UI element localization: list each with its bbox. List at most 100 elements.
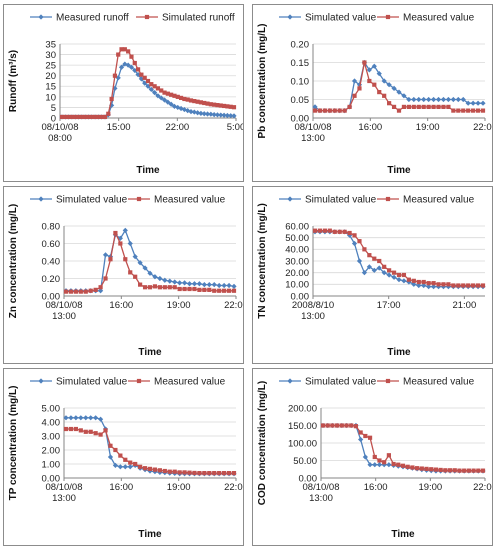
series-line <box>315 62 483 112</box>
y-tick-label: 0.15 <box>291 58 310 69</box>
data-point <box>88 429 93 434</box>
data-point <box>103 428 108 433</box>
data-point <box>351 240 358 247</box>
data-point <box>430 96 437 103</box>
legend-label: Simulated runoff <box>162 13 235 24</box>
data-point <box>152 284 158 289</box>
x-tick-label: 16:00 <box>358 122 382 133</box>
data-point <box>376 71 382 77</box>
data-point <box>391 104 397 109</box>
data-point <box>158 95 164 101</box>
data-point <box>327 228 332 233</box>
data-point <box>152 467 158 472</box>
data-point <box>317 228 323 233</box>
data-point <box>387 101 392 106</box>
data-point <box>456 108 461 113</box>
data-point <box>76 114 81 120</box>
data-point <box>363 433 368 439</box>
data-point <box>117 464 123 470</box>
data-point <box>162 90 167 95</box>
x-axis-label: Time <box>138 347 162 358</box>
data-point <box>317 108 323 113</box>
data-point <box>362 60 367 65</box>
data-point <box>197 471 202 476</box>
data-point <box>429 467 434 472</box>
data-point <box>201 282 207 288</box>
data-point <box>410 465 415 470</box>
y-tick-label: 15 <box>45 82 56 93</box>
data-point <box>411 96 417 103</box>
data-point <box>142 466 148 471</box>
data-point <box>221 282 227 289</box>
data-point <box>128 460 133 465</box>
data-point <box>171 103 178 109</box>
data-point <box>480 108 486 113</box>
data-point <box>218 112 224 118</box>
y-tick-label: 25 <box>45 61 56 72</box>
y-axis-label: TN concentration (mg/L) <box>257 203 268 319</box>
x-tick-label: 17:00 <box>377 300 401 311</box>
data-point <box>133 461 138 467</box>
series-1 <box>63 230 237 294</box>
data-point <box>347 104 352 109</box>
data-point <box>122 464 128 470</box>
data-point <box>208 111 214 117</box>
data-point <box>201 111 207 117</box>
data-point <box>113 447 118 453</box>
data-point <box>215 103 220 108</box>
data-point <box>102 252 109 258</box>
data-point <box>372 462 378 468</box>
data-point <box>356 258 363 264</box>
data-point <box>231 288 237 293</box>
data-point <box>460 96 466 103</box>
data-point <box>421 96 427 103</box>
data-point <box>118 64 125 70</box>
legend-marker <box>144 14 150 20</box>
data-point <box>332 108 337 113</box>
data-point <box>195 110 201 116</box>
data-point <box>475 100 481 106</box>
data-point <box>68 426 74 432</box>
data-point <box>401 272 407 278</box>
data-point <box>172 285 177 290</box>
data-point <box>452 468 457 473</box>
data-point <box>187 470 192 475</box>
data-point <box>476 468 481 473</box>
data-point <box>138 464 143 469</box>
y-tick-label: 0.00 <box>42 291 61 302</box>
data-point <box>211 112 217 118</box>
data-point <box>123 457 128 462</box>
data-point <box>421 279 426 285</box>
data-point <box>205 101 210 106</box>
data-point <box>59 114 65 120</box>
data-point <box>480 100 486 106</box>
series-1 <box>320 423 486 473</box>
data-point <box>182 96 187 102</box>
data-point <box>406 277 411 282</box>
data-point <box>387 268 392 273</box>
data-point <box>405 464 410 469</box>
x-tick-label: 16:00 <box>109 482 133 493</box>
data-point <box>351 78 358 84</box>
data-point <box>446 104 451 109</box>
data-point <box>162 285 167 290</box>
data-point <box>221 112 227 118</box>
data-point <box>127 464 133 470</box>
data-point <box>214 112 221 118</box>
data-point <box>446 282 451 287</box>
data-point <box>372 454 377 460</box>
data-point <box>152 274 158 280</box>
data-point <box>79 114 84 120</box>
data-point <box>93 287 98 292</box>
data-point <box>456 283 461 288</box>
data-point <box>406 96 412 103</box>
data-point <box>207 471 212 476</box>
series-line <box>66 417 234 475</box>
data-point <box>466 108 471 113</box>
data-point <box>107 454 114 460</box>
data-point <box>73 415 79 421</box>
data-point <box>225 104 230 109</box>
series-0 <box>312 59 486 114</box>
